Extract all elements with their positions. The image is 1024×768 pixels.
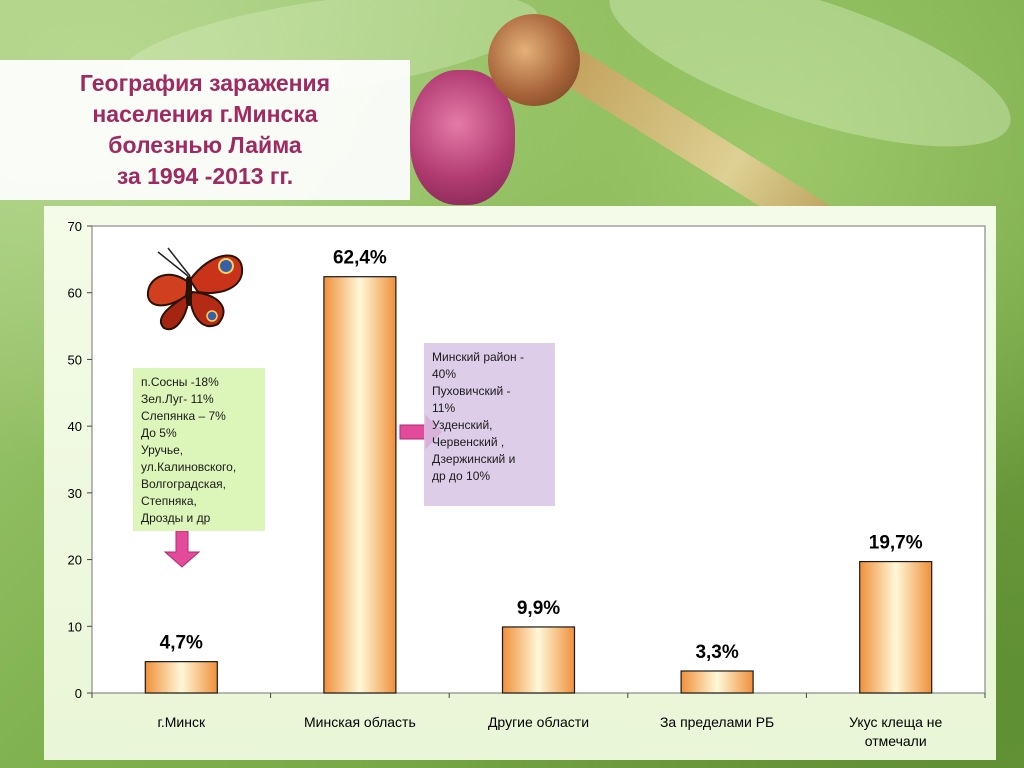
title-line: болезнью Лайма	[108, 132, 302, 158]
note-line: Степняка,	[141, 494, 197, 508]
x-category-label-line: За пределами РБ	[660, 714, 774, 730]
x-category-label: Минская область	[304, 714, 416, 730]
butterfly-icon	[140, 246, 244, 332]
arrow-down-icon	[163, 530, 201, 568]
y-tick-label: 50	[68, 352, 82, 367]
note-line: 11%	[432, 401, 456, 415]
note-line: Уручье,	[141, 443, 184, 457]
x-category-label-line: Укус клеща не	[849, 714, 942, 730]
bar	[323, 276, 397, 694]
note-line: 40%	[432, 367, 457, 381]
note-line: Узденский,	[432, 418, 493, 432]
data-label: 4,7%	[160, 633, 203, 654]
data-label: 9,9%	[517, 598, 560, 619]
note-line: п.Сосны -18%	[141, 375, 219, 389]
x-category-label: Укус клеща не отмечали	[849, 714, 942, 749]
bar	[859, 560, 933, 694]
note-line: Зел.Луг- 11%	[141, 392, 214, 406]
y-tick-label: 10	[68, 619, 82, 634]
note-line: Пуховичский -	[432, 384, 511, 398]
slide-title: География заражения населения г.Минска б…	[25, 68, 385, 192]
x-category-label: Другие области	[488, 714, 589, 730]
y-tick-label: 0	[75, 686, 82, 701]
note-line: Дзержинский и	[432, 452, 516, 466]
y-tick-label: 40	[68, 419, 82, 434]
data-label: 62,4%	[333, 248, 387, 269]
x-category-label: За пределами РБ	[660, 714, 774, 730]
y-tick-label: 70	[68, 219, 82, 234]
note-line: Минский район -	[432, 350, 524, 364]
dragonfly-head	[488, 14, 580, 106]
x-category-label-line: отмечали	[865, 733, 927, 749]
title-line: за 1994 -2013 гг.	[116, 163, 294, 189]
x-category-label-line: Минская область	[304, 714, 416, 730]
note-line: Слепянка – 7%	[141, 409, 226, 423]
note-minsk-districts: п.Сосны -18% Зел.Луг- 11% Слепянка – 7% …	[133, 368, 265, 531]
bar	[680, 670, 754, 694]
y-tick-label: 30	[68, 486, 82, 501]
flower-image	[410, 70, 515, 205]
note-line: Дрозды и др	[141, 511, 211, 525]
bar	[144, 661, 218, 694]
note-line: Волгоградская,	[141, 477, 226, 491]
y-tick-label: 60	[68, 286, 82, 301]
title-box: География заражения населения г.Минска б…	[0, 60, 410, 200]
data-label: 3,3%	[695, 642, 738, 663]
title-line: География заражения	[79, 70, 331, 96]
note-line: До 5%	[141, 426, 177, 440]
note-line: ул.Калиновского,	[141, 460, 237, 474]
x-category-label-line: г.Минск	[157, 714, 206, 730]
note-line: др до 10%	[432, 469, 491, 483]
x-category-label-line: Другие области	[488, 714, 589, 730]
note-line: Червенский ,	[432, 435, 505, 449]
x-category-label: г.Минск	[157, 714, 206, 730]
note-minsk-region: Минский район - 40% Пуховичский - 11% Уз…	[424, 343, 555, 506]
title-line: населения г.Минска	[92, 101, 318, 127]
bar	[501, 626, 576, 694]
data-label: 19,7%	[869, 533, 923, 554]
y-tick-label: 20	[68, 553, 82, 568]
